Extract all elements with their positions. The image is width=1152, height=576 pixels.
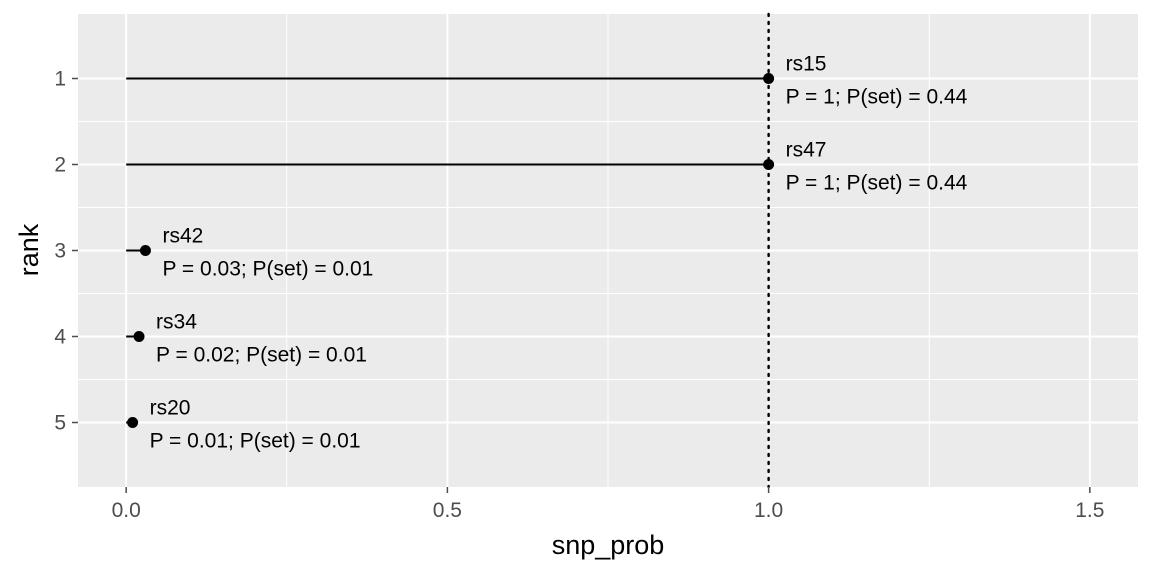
point-rs47 bbox=[763, 159, 775, 170]
x-tick-label: 1.0 bbox=[754, 499, 783, 522]
points-group bbox=[127, 73, 775, 428]
snp-label-rs42: rs42 bbox=[162, 225, 203, 248]
point-labels-group: rs15 P = 1; P(set) = 0.44 rs47 P = 1; P(set… bbox=[150, 53, 968, 453]
y-tick-label: 4 bbox=[54, 326, 66, 349]
y-tick-label: 2 bbox=[54, 154, 66, 177]
snp-label-rs34: rs34 bbox=[156, 311, 197, 334]
prob-label-rs34: P = 0.02; P(set) = 0.01 bbox=[156, 344, 367, 367]
y-tick-label: 5 bbox=[54, 412, 66, 435]
prob-label-rs42: P = 0.03; P(set) = 0.01 bbox=[162, 258, 373, 281]
prob-label-rs20: P = 0.01; P(set) = 0.01 bbox=[150, 430, 361, 453]
point-rs42 bbox=[139, 245, 151, 256]
x-axis-title: snp_prob bbox=[552, 530, 665, 560]
y-tick-label: 1 bbox=[54, 68, 66, 91]
point-rs20 bbox=[127, 417, 139, 428]
point-rs34 bbox=[133, 331, 145, 342]
x-tick-label: 0.5 bbox=[433, 499, 462, 522]
snp-label-rs20: rs20 bbox=[150, 397, 191, 420]
prob-label-rs47: P = 1; P(set) = 0.44 bbox=[786, 172, 968, 195]
x-axis: 0.0 0.5 1.0 1.5 bbox=[112, 487, 1104, 522]
x-tick-label: 1.5 bbox=[1075, 499, 1104, 522]
snp-label-rs15: rs15 bbox=[786, 53, 827, 76]
y-axis: 1 2 3 4 5 bbox=[54, 68, 78, 435]
y-tick-label: 3 bbox=[54, 240, 66, 263]
snp-label-rs47: rs47 bbox=[786, 139, 827, 162]
point-rs15 bbox=[763, 73, 775, 84]
prob-label-rs15: P = 1; P(set) = 0.44 bbox=[786, 86, 968, 109]
x-tick-label: 0.0 bbox=[112, 499, 141, 522]
y-axis-title: rank bbox=[14, 223, 44, 276]
